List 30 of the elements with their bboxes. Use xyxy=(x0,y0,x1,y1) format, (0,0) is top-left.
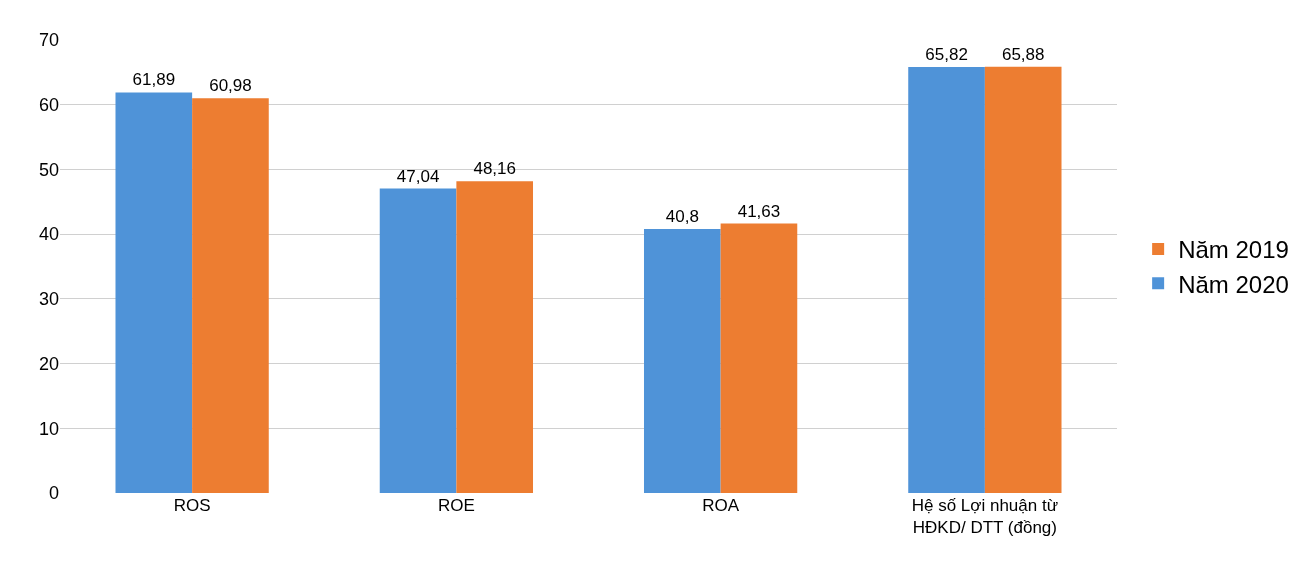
bar xyxy=(115,92,193,493)
y-tick-label: 70 xyxy=(38,30,59,51)
bar xyxy=(192,98,269,493)
bar xyxy=(643,228,721,493)
y-tick-label: 20 xyxy=(38,353,59,374)
legend-label: Năm 2020 xyxy=(1178,270,1289,298)
data-label: 65,88 xyxy=(1001,44,1045,64)
data-label: 48,16 xyxy=(473,159,516,179)
data-label: 41,63 xyxy=(737,201,781,221)
data-label: 60,98 xyxy=(209,76,252,96)
legend-label: Năm 2019 xyxy=(1178,236,1289,264)
y-tick-label: 60 xyxy=(38,95,59,116)
data-label: 40,8 xyxy=(665,206,699,226)
y-tick-label: 40 xyxy=(38,224,59,245)
y-tick-label: 0 xyxy=(48,483,59,504)
bar xyxy=(456,181,534,493)
bar xyxy=(984,66,1062,493)
data-label: 47,04 xyxy=(396,166,440,186)
bar xyxy=(908,67,985,493)
y-tick-label: 30 xyxy=(38,289,59,310)
x-tick-label: ROS xyxy=(173,496,211,515)
data-label: 65,82 xyxy=(925,45,968,65)
y-tick-label: 10 xyxy=(38,418,59,439)
x-tick-label: Hệ số Lợi nhuận từ HĐKD/ DTT (đồng) xyxy=(911,496,1059,538)
data-label: 61,89 xyxy=(132,70,176,90)
bar xyxy=(379,188,457,493)
y-tick-label: 50 xyxy=(38,159,59,180)
bar xyxy=(720,223,798,493)
x-tick-label: ROA xyxy=(702,496,740,515)
x-tick-label: ROE xyxy=(437,496,475,515)
